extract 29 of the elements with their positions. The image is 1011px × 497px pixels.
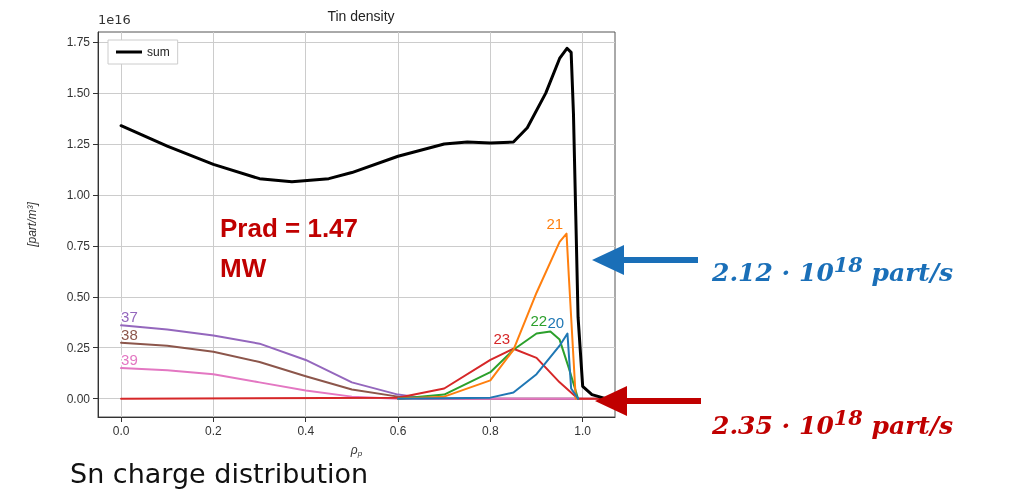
y-tick-label: 0.25	[66, 340, 91, 355]
text: 2.35 · 10$^{18}$ part/s	[712, 405, 954, 441]
x-tick-label: 0.6	[389, 424, 407, 438]
chart-title: Tin density	[327, 8, 395, 24]
x-tick-label: 0.2	[205, 424, 223, 438]
y-tick-label: 1.25	[66, 137, 91, 152]
text: Sn charge distribution	[70, 458, 369, 489]
x-tick-label: 0.4	[297, 424, 315, 438]
y-tick-label: 1.50	[66, 86, 91, 101]
text: 2.12 · 10$^{18}$ part/s	[712, 252, 954, 288]
series-label: 38	[121, 325, 138, 343]
y-tick-label: 0.75	[66, 238, 91, 253]
x-tick-label: 0.8	[482, 424, 500, 438]
x-tick-label: 1.0	[574, 424, 592, 438]
series-label: 39	[121, 351, 138, 369]
y-tick-label: 1.75	[66, 35, 91, 50]
series-label: 37	[121, 308, 138, 326]
series-label: 21	[546, 214, 564, 232]
y-tick-label: 0.50	[66, 289, 91, 304]
text: 1e16	[98, 12, 131, 27]
series-label: 23	[493, 329, 511, 347]
series-label: 20	[547, 314, 565, 332]
annotation: Prad = 1.47 MW	[220, 212, 359, 285]
legend-label: sum	[147, 45, 170, 59]
y-axis-title: [part/m³]	[25, 201, 39, 248]
x-tick-label: 0.0	[112, 424, 130, 438]
series-label: 22	[530, 312, 548, 330]
y-tick-label: 1.00	[66, 187, 91, 202]
y-tick-label: 0.00	[66, 391, 91, 406]
